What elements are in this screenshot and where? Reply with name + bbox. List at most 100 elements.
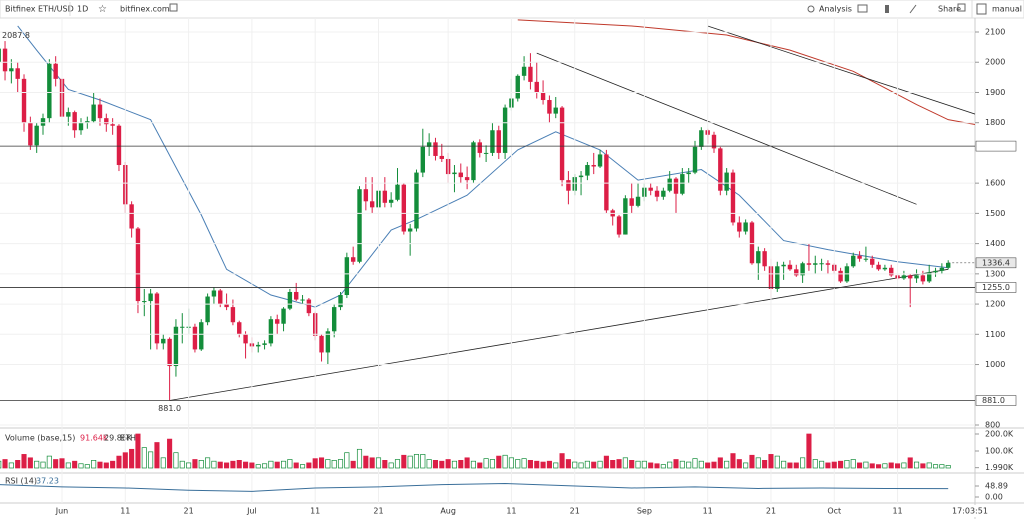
volume-bar — [53, 459, 59, 469]
volume-bar — [141, 447, 147, 469]
toolbar-bg — [0, 0, 1024, 19]
pencil-icon[interactable] — [909, 4, 917, 14]
low-label: 881.0 — [158, 404, 181, 413]
volume-bar — [654, 463, 660, 469]
volume-bar — [287, 459, 293, 469]
volume-bar — [705, 462, 711, 469]
volume-bar — [686, 461, 692, 469]
y-tick-label: 1600 — [985, 179, 1005, 188]
y-tick-label: 1800 — [985, 118, 1005, 127]
volume-bar — [8, 462, 14, 469]
volume-bar — [230, 460, 236, 469]
volume-bar — [553, 462, 559, 469]
candle-body — [167, 338, 172, 367]
volume-tick-label: 100.0K — [985, 447, 1014, 456]
volume-bar — [496, 455, 502, 469]
x-tick-label: 11 — [506, 507, 516, 516]
volume-bar — [268, 460, 274, 469]
volume-bar — [913, 461, 920, 469]
candle-body — [591, 165, 596, 167]
candle-body — [692, 146, 698, 173]
eye-icon[interactable] — [807, 5, 815, 13]
camera-icon[interactable] — [857, 4, 868, 13]
scale-mode[interactable]: manual — [992, 5, 1022, 14]
symbol[interactable]: Bitfinex ETH/USD — [5, 5, 74, 14]
volume-bar — [660, 464, 666, 469]
candle-body — [901, 275, 907, 279]
candle-body — [794, 269, 799, 276]
analysis[interactable]: Analysis — [819, 5, 852, 14]
site[interactable]: bitfinex.com — [120, 5, 170, 14]
candle-body — [566, 180, 571, 191]
candle-body — [889, 267, 894, 276]
volume-bar — [882, 463, 888, 469]
share-icon[interactable] — [957, 3, 966, 12]
candle-body — [192, 326, 198, 350]
candle-body — [661, 190, 666, 197]
volume-bar — [629, 460, 635, 469]
trend-line — [169, 268, 949, 401]
candle-body — [262, 343, 267, 345]
candle-body — [585, 165, 590, 176]
link-icon[interactable] — [169, 3, 178, 12]
volume-bar — [186, 462, 192, 469]
candle-body — [851, 255, 856, 267]
level-label-box — [975, 140, 1017, 152]
volume-bar — [673, 459, 679, 469]
trend-line — [707, 25, 975, 115]
volume-bar — [40, 461, 46, 469]
candle-body — [781, 264, 786, 267]
candle-body — [53, 63, 58, 79]
x-tick-label: 11 — [892, 507, 902, 516]
interval[interactable]: 1D — [77, 5, 88, 14]
candle-body — [369, 201, 375, 208]
y-tick-label: 1500 — [985, 209, 1005, 218]
level-label: 881.0 — [982, 396, 1005, 405]
fullscreen-icon[interactable] — [976, 3, 987, 15]
candle-body — [104, 118, 109, 125]
candle-body — [9, 68, 14, 72]
volume-bar — [15, 460, 21, 469]
candle-body — [199, 322, 204, 350]
rsi-label: RSI (14) — [5, 477, 37, 486]
candle-body — [407, 228, 413, 232]
volume-bar — [27, 457, 33, 469]
volume-bar — [401, 454, 407, 469]
candle-body — [718, 148, 723, 191]
x-tick-label: 21 — [570, 507, 580, 516]
volume-bar — [249, 462, 255, 469]
y-tick-label: 2000 — [985, 58, 1005, 67]
high-label: 2087.8 — [2, 31, 30, 40]
candle-body — [300, 299, 305, 301]
candle-body — [800, 263, 805, 276]
volume-bar — [426, 459, 432, 469]
candle-body — [933, 270, 938, 273]
candle-icon[interactable] — [885, 5, 889, 13]
volume-bar — [743, 462, 749, 469]
candle-body — [350, 257, 356, 262]
trend-line — [536, 52, 917, 205]
volume-bar — [800, 457, 806, 469]
volume-bar — [502, 454, 508, 469]
candle-body — [338, 295, 343, 308]
candle-body — [515, 75, 520, 99]
star-icon[interactable]: ☆ — [98, 4, 107, 15]
volume-bar — [648, 462, 654, 469]
candle-body — [882, 267, 888, 270]
candle-body — [914, 275, 919, 279]
volume-bar — [736, 459, 742, 469]
level-label: 1255.0 — [982, 283, 1010, 292]
volume-bar — [565, 459, 571, 469]
volume-bar — [439, 460, 445, 469]
candle-body — [148, 293, 153, 302]
candle-body — [275, 319, 280, 324]
volume-bar — [540, 461, 546, 469]
volume-bar — [363, 455, 369, 469]
volume-bar — [331, 460, 337, 469]
candle-body — [0, 48, 1, 63]
volume-bar — [299, 464, 306, 469]
candle-body — [876, 264, 881, 270]
candle-body — [946, 262, 951, 268]
share[interactable]: Share — [938, 5, 961, 14]
candle-body — [806, 263, 812, 265]
